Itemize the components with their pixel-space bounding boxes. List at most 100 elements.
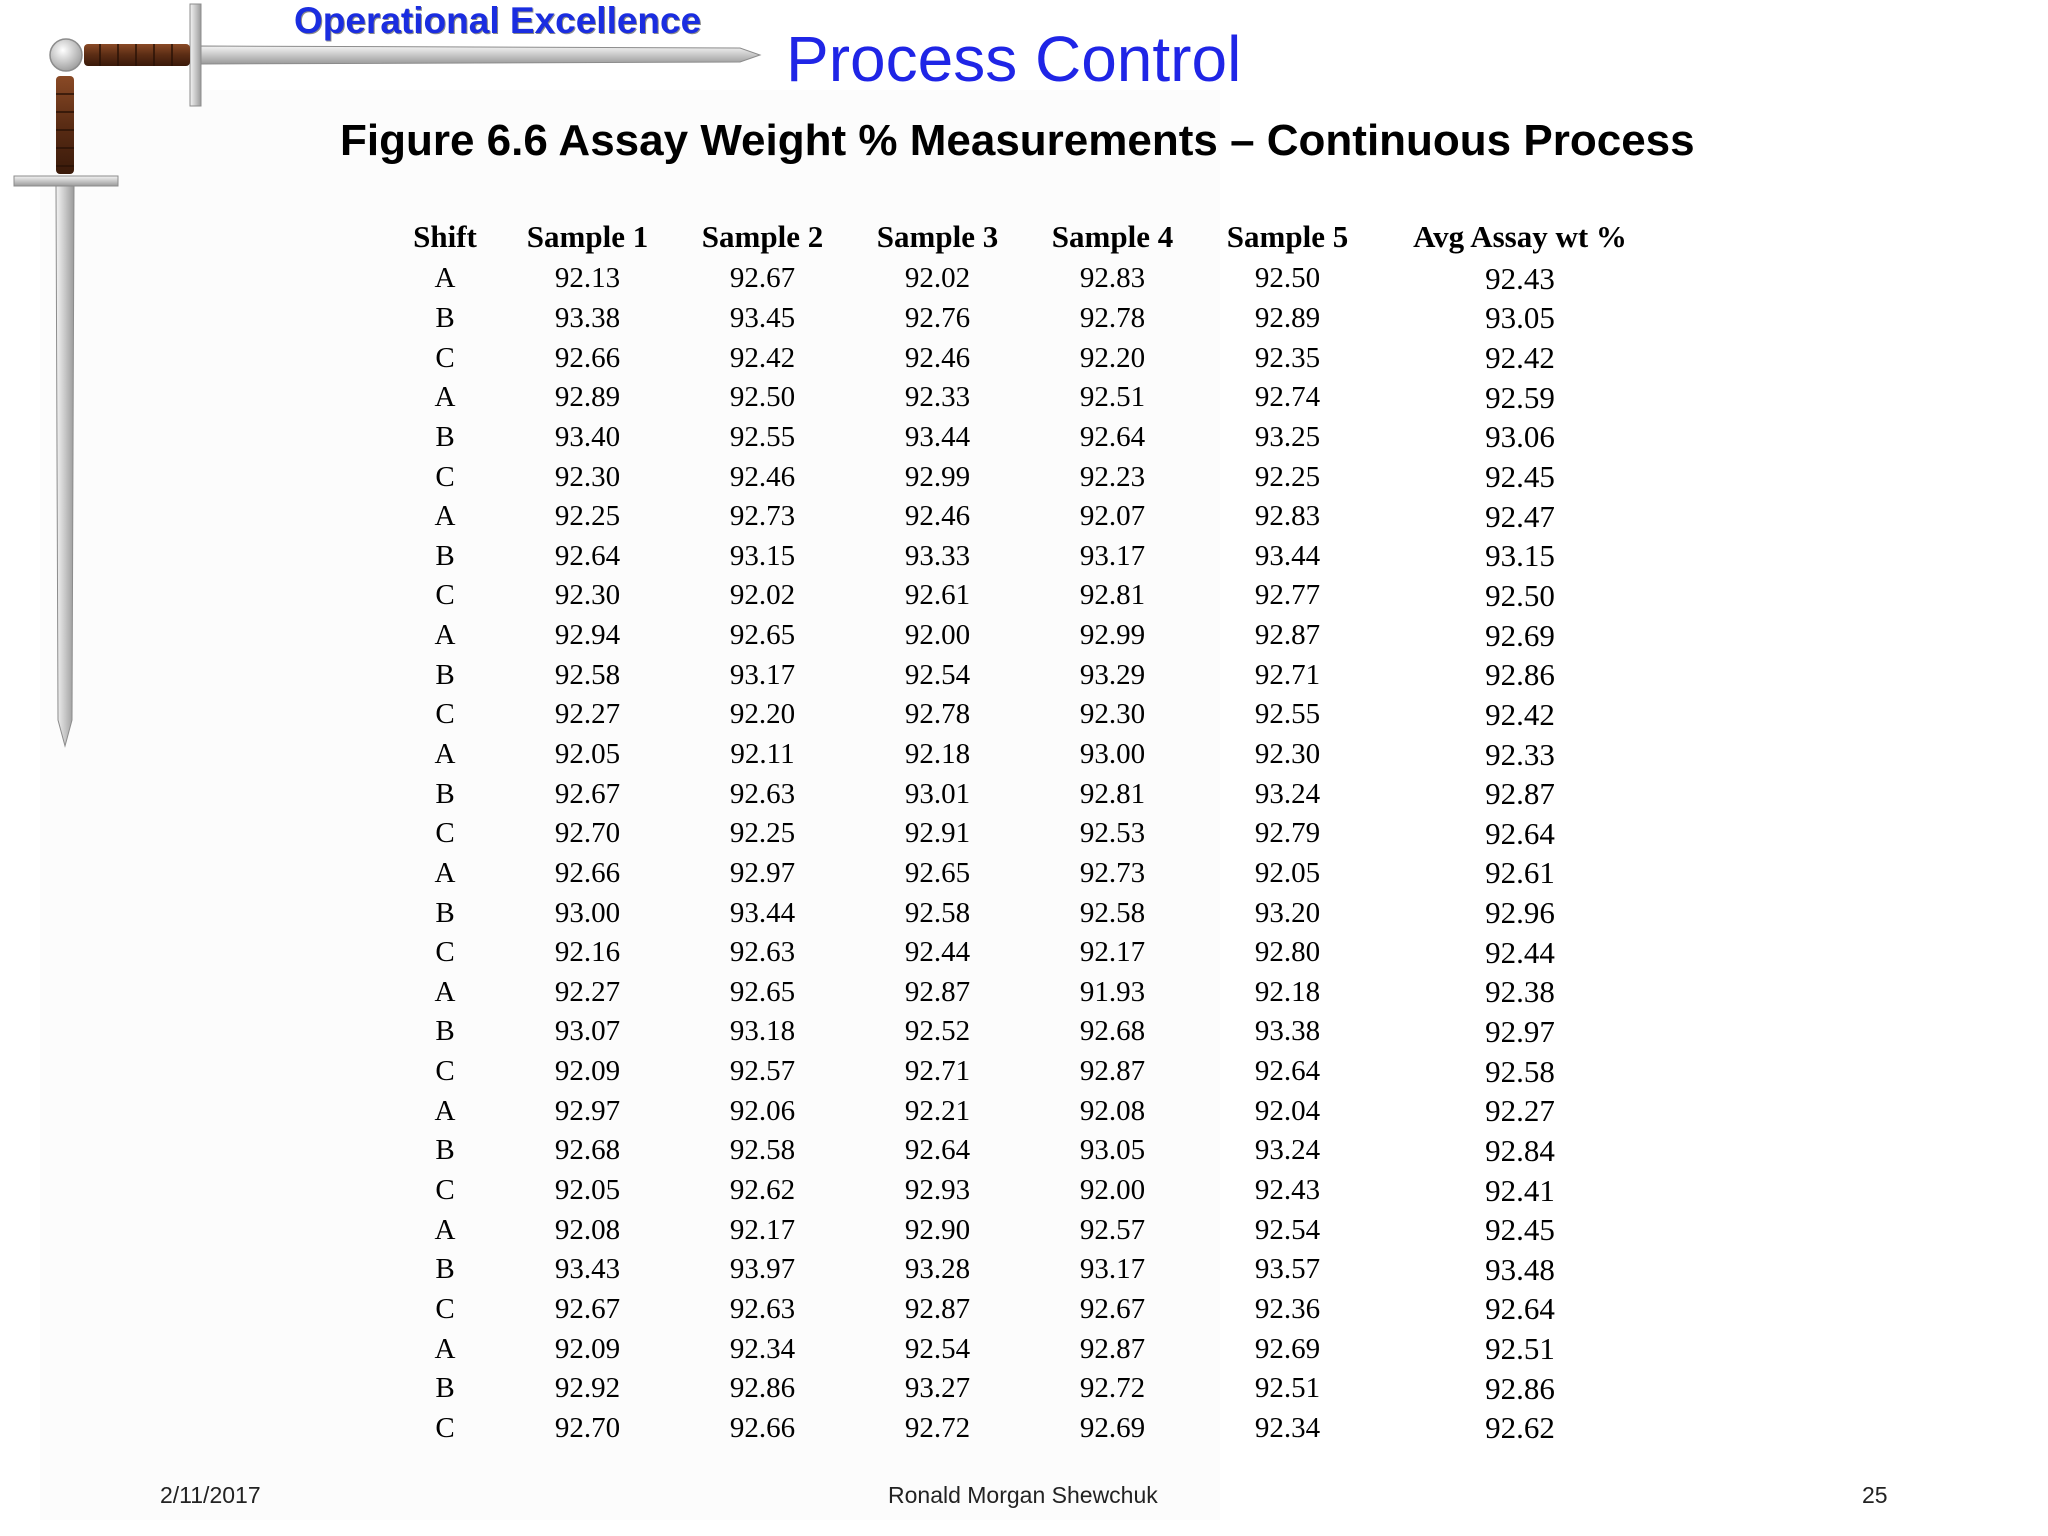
sample-2-cell: 92.73	[729, 500, 796, 533]
sample-2-cell: 92.20	[729, 698, 796, 731]
sample-4-cell: 91.93	[1079, 975, 1146, 1008]
sample-1-cell: 92.94	[554, 619, 621, 652]
avg-cell: 93.48	[1485, 1251, 1555, 1287]
shift-cell: C	[435, 1055, 455, 1088]
avg-cell: 92.86	[1485, 657, 1555, 693]
sample-5-cell: 92.34	[1254, 1411, 1321, 1444]
sample-5-cell: 92.80	[1254, 936, 1321, 969]
header-avg-assay: Avg Assay wt %	[1413, 219, 1627, 254]
sample-2-cell: 92.11	[730, 738, 795, 770]
sample-1-cell: 92.08	[554, 1213, 621, 1246]
sample-1-cell: 93.38	[554, 301, 621, 334]
sample-3-cell: 92.44	[904, 936, 971, 969]
shift-cell: B	[435, 1015, 455, 1048]
sample-3-cell: 92.54	[904, 1332, 971, 1365]
sample-2-cell: 92.55	[729, 420, 796, 453]
shift-cell: A	[434, 500, 456, 533]
sample-5-cell: 92.30	[1254, 738, 1321, 770]
sample-2-cell: 93.18	[729, 1015, 796, 1048]
shift-cell: C	[435, 1292, 455, 1325]
table-row: C 92.30 92.46 92.99 92.23 92.25 92.45	[390, 457, 1665, 497]
sample-5-cell: 92.77	[1254, 579, 1321, 612]
shift-cell: B	[435, 420, 455, 453]
avg-cell: 92.41	[1485, 1172, 1555, 1208]
table-row: B 93.43 93.97 93.28 93.17 93.57 93.48	[390, 1250, 1665, 1290]
table-row: C 92.67 92.63 92.87 92.67 92.36 92.64	[390, 1290, 1665, 1330]
avg-cell: 92.51	[1485, 1331, 1555, 1367]
shift-cell: B	[435, 1134, 455, 1167]
sample-2-cell: 92.63	[729, 936, 796, 969]
sample-1-cell: 92.27	[554, 698, 621, 731]
table-row: A 92.27 92.65 92.87 91.93 92.18 92.38	[390, 973, 1665, 1013]
page-title: Process Control	[786, 23, 1242, 95]
sample-1-cell: 92.92	[554, 1372, 621, 1405]
avg-cell: 92.45	[1485, 459, 1555, 495]
shift-cell: A	[434, 381, 456, 414]
table-row: A 92.66 92.97 92.65 92.73 92.05 92.61	[390, 854, 1665, 894]
avg-cell: 92.58	[1485, 1053, 1555, 1089]
figure-caption: Figure 6.6 Assay Weight % Measurements –…	[340, 116, 1695, 165]
sample-4-cell: 92.17	[1079, 936, 1146, 969]
footer-author: Ronald Morgan Shewchuk	[888, 1482, 1158, 1508]
sample-1-cell: 92.16	[554, 936, 621, 969]
shift-cell: C	[435, 341, 455, 374]
sample-5-cell: 93.44	[1254, 539, 1321, 572]
sample-5-cell: 93.24	[1254, 777, 1321, 810]
sample-2-cell: 92.65	[729, 975, 796, 1008]
sample-2-cell: 92.86	[729, 1372, 796, 1405]
sample-1-cell: 92.66	[554, 856, 621, 889]
sample-4-cell: 92.72	[1079, 1372, 1146, 1405]
avg-cell: 92.38	[1485, 974, 1555, 1010]
table-row: B 92.92 92.86 93.27 92.72 92.51 92.86	[390, 1369, 1665, 1409]
table-row: B 92.64 93.15 93.33 93.17 93.44 93.15	[390, 536, 1665, 576]
sample-4-cell: 93.17	[1079, 539, 1146, 572]
table-row: B 93.00 93.44 92.58 92.58 93.20 92.96	[390, 893, 1665, 933]
avg-cell: 93.15	[1485, 538, 1555, 574]
sample-5-cell: 93.24	[1254, 1134, 1321, 1167]
shift-cell: C	[435, 817, 455, 850]
sample-4-cell: 92.69	[1079, 1411, 1146, 1444]
sample-2-cell: 92.63	[729, 1292, 796, 1325]
sample-3-cell: 92.46	[904, 341, 971, 374]
sample-3-cell: 92.64	[904, 1134, 971, 1167]
avg-cell: 92.42	[1485, 696, 1555, 732]
sample-4-cell: 92.99	[1079, 619, 1146, 652]
sample-3-cell: 92.21	[904, 1094, 971, 1127]
sample-1-cell: 92.30	[554, 579, 621, 612]
shift-cell: C	[435, 1411, 455, 1444]
sample-2-cell: 92.42	[729, 341, 796, 374]
sample-4-cell: 92.23	[1079, 460, 1146, 493]
sample-1-cell: 93.07	[554, 1015, 621, 1048]
sample-1-cell: 92.09	[554, 1055, 621, 1088]
shift-cell: A	[434, 619, 456, 652]
sample-5-cell: 92.74	[1254, 381, 1321, 414]
sample-1-cell: 92.89	[554, 381, 621, 414]
sample-5-cell: 92.25	[1254, 460, 1321, 493]
sample-1-cell: 92.70	[554, 1411, 621, 1444]
sample-3-cell: 92.87	[904, 1292, 971, 1325]
table-row: B 93.40 92.55 93.44 92.64 93.25 93.06	[390, 418, 1665, 458]
table-row: C 92.70 92.66 92.72 92.69 92.34 92.62	[390, 1409, 1665, 1449]
sample-5-cell: 93.38	[1254, 1015, 1321, 1048]
sample-5-cell: 92.69	[1254, 1332, 1321, 1365]
sample-2-cell: 92.25	[729, 817, 796, 850]
sample-4-cell: 92.08	[1079, 1094, 1146, 1127]
shift-cell: A	[434, 975, 456, 1008]
sample-3-cell: 92.58	[904, 896, 971, 929]
sample-2-cell: 92.17	[729, 1213, 796, 1246]
table-row: A 92.05 92.11 92.18 93.00 92.30 92.33	[390, 735, 1665, 775]
sample-4-cell: 92.83	[1079, 262, 1146, 295]
sample-4-cell: 93.05	[1079, 1134, 1146, 1167]
avg-cell: 92.59	[1485, 379, 1555, 415]
table-row: A 92.25 92.73 92.46 92.07 92.83 92.47	[390, 497, 1665, 537]
sample-3-cell: 93.28	[904, 1253, 971, 1286]
table-row: C 92.66 92.42 92.46 92.20 92.35 92.42	[390, 338, 1665, 378]
table-row: C 92.30 92.02 92.61 92.81 92.77 92.50	[390, 576, 1665, 616]
sample-3-cell: 92.02	[904, 262, 971, 295]
avg-cell: 92.45	[1485, 1212, 1555, 1248]
shift-cell: A	[434, 738, 456, 770]
sample-5-cell: 92.54	[1254, 1213, 1321, 1246]
avg-cell: 92.44	[1485, 934, 1555, 970]
shift-cell: C	[435, 698, 455, 731]
